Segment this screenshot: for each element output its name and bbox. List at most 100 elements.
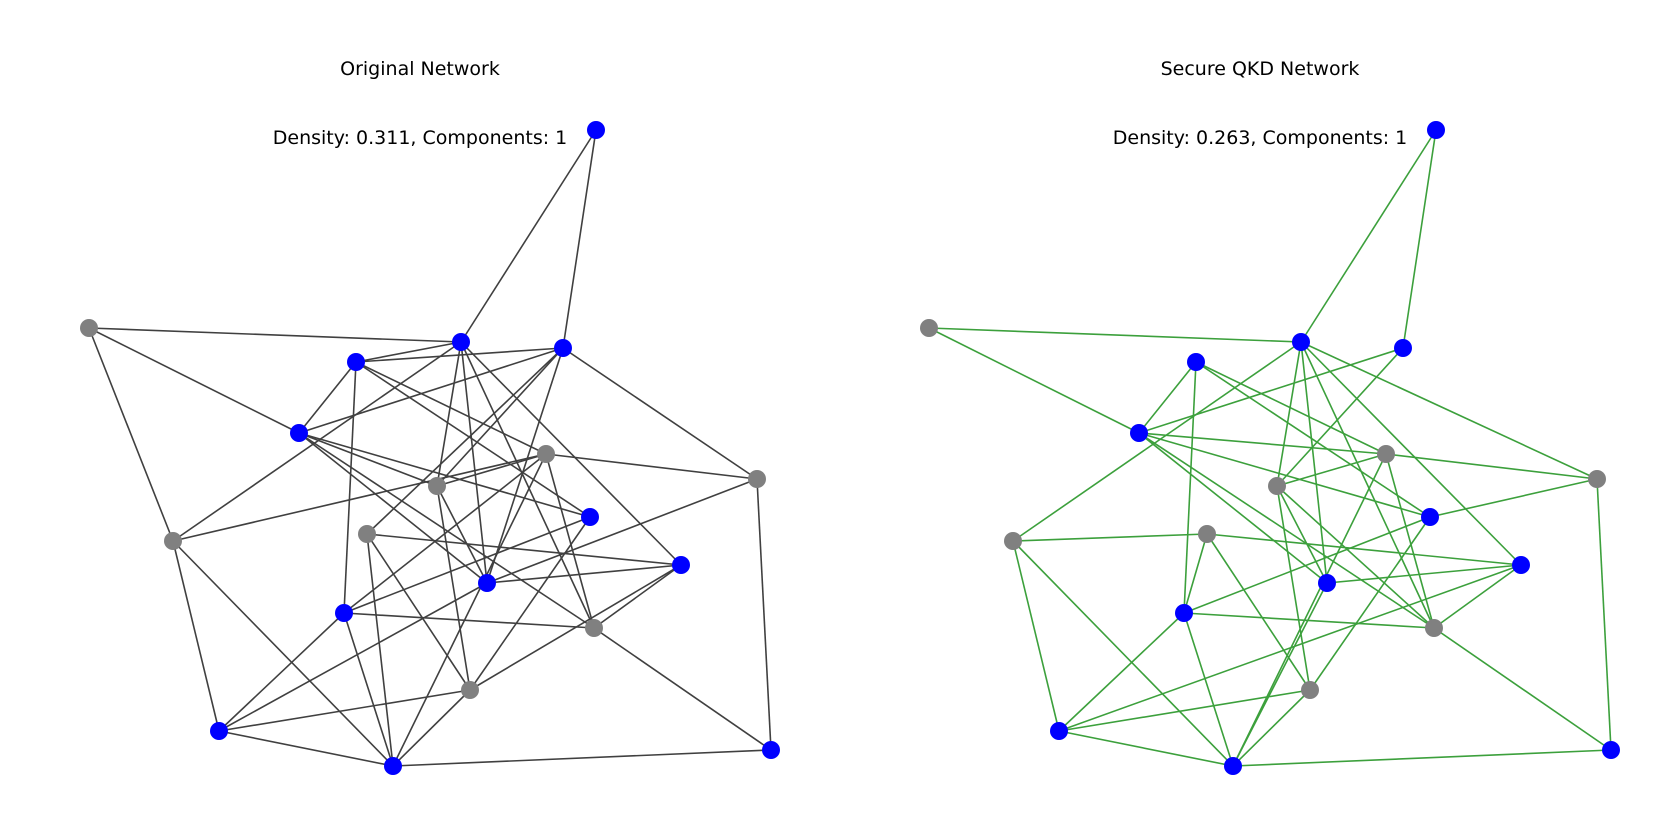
original-node-n7 xyxy=(537,445,555,463)
original-edge-n8-n14 xyxy=(486,478,758,584)
secure-node-n9 xyxy=(1268,477,1286,495)
secure-edge-n1-n4 xyxy=(1402,129,1437,349)
secure-edge-n7-n9 xyxy=(1276,453,1387,487)
original-edge-n4-n9 xyxy=(436,347,564,487)
secure-node-n10 xyxy=(1421,508,1439,526)
original-edge-n17-n18 xyxy=(218,689,471,732)
secure-edge-n11-n17 xyxy=(1206,533,1311,691)
original-node-n10 xyxy=(581,508,599,526)
secure-edge-n5-n15 xyxy=(1183,361,1197,614)
secure-node-n3 xyxy=(1292,333,1310,351)
original-node-n14 xyxy=(478,574,496,592)
secure-nodes xyxy=(920,121,1620,775)
secure-edge-n8-n10 xyxy=(1429,478,1598,518)
original-edge-n9-n17 xyxy=(436,485,471,691)
secure-edge-n17-n20 xyxy=(1232,689,1311,767)
secure-edge-n13-n18 xyxy=(1058,564,1522,732)
original-node-n11 xyxy=(358,525,376,543)
secure-edge-n19-n20 xyxy=(1232,749,1612,767)
secure-edge-n4-n9 xyxy=(1276,347,1404,487)
secure-node-n5 xyxy=(1187,353,1205,371)
original-edge-n10-n15 xyxy=(343,516,591,614)
secure-edge-n14-n20 xyxy=(1232,582,1328,767)
original-edge-n15-n20 xyxy=(343,612,394,767)
secure-edge-n3-n16 xyxy=(1300,341,1435,629)
secure-edge-n7-n20 xyxy=(1232,453,1387,767)
original-node-n16 xyxy=(585,619,603,637)
secure-node-n6 xyxy=(1130,424,1148,442)
original-edge-n14-n18 xyxy=(218,582,488,732)
original-network-title-block: Original Network Density: 0.311, Compone… xyxy=(0,12,840,196)
secure-edge-n13-n14 xyxy=(1326,564,1522,584)
secure-edge-n6-n10 xyxy=(1138,432,1431,518)
original-edge-n7-n20 xyxy=(392,453,547,767)
original-edge-n16-n19 xyxy=(593,627,772,751)
secure-node-n18 xyxy=(1050,722,1068,740)
secure-edge-n9-n16 xyxy=(1276,485,1435,629)
original-edge-n6-n16 xyxy=(298,432,595,629)
secure-qkd-network-graph xyxy=(920,121,1620,775)
secure-edge-n6-n7 xyxy=(1138,432,1387,455)
secure-node-n14 xyxy=(1318,574,1336,592)
secure-edge-n17-n18 xyxy=(1058,689,1311,732)
secure-node-n15 xyxy=(1175,604,1193,622)
original-edge-n7-n9 xyxy=(436,453,547,487)
secure-edge-n10-n17 xyxy=(1309,516,1431,691)
original-edge-n13-n16 xyxy=(593,564,682,629)
original-edge-n2-n12 xyxy=(88,327,174,542)
original-node-n17 xyxy=(461,681,479,699)
original-node-n15 xyxy=(335,604,353,622)
original-edge-n15-n18 xyxy=(218,612,345,732)
secure-edge-n2-n3 xyxy=(928,327,1302,343)
original-node-n9 xyxy=(428,477,446,495)
original-edge-n5-n10 xyxy=(355,361,591,518)
original-edge-n2-n6 xyxy=(88,327,300,434)
secure-edge-n7-n8 xyxy=(1385,453,1598,480)
secure-edge-n3-n14 xyxy=(1300,341,1328,584)
original-edge-n18-n20 xyxy=(218,730,394,767)
secure-node-n19 xyxy=(1602,741,1620,759)
original-node-n1 xyxy=(587,121,605,139)
original-edge-n4-n6 xyxy=(298,347,564,434)
secure-edge-n11-n13 xyxy=(1206,533,1522,566)
original-edge-n3-n13 xyxy=(460,341,682,566)
original-nodes xyxy=(80,121,780,775)
original-edge-n2-n3 xyxy=(88,327,462,343)
original-edge-n13-n14 xyxy=(486,564,682,584)
secure-edge-n11-n15 xyxy=(1183,533,1208,614)
original-edge-n7-n8 xyxy=(545,453,758,480)
original-edge-n3-n14 xyxy=(460,341,488,584)
original-edge-n17-n20 xyxy=(392,689,471,767)
secure-edge-n2-n6 xyxy=(928,327,1140,434)
original-edge-n5-n6 xyxy=(298,361,357,434)
original-edge-n19-n20 xyxy=(392,749,772,767)
original-network-subtitle: Density: 0.311, Components: 1 xyxy=(272,127,568,149)
secure-qkd-network-title-block: Secure QKD Network Density: 0.263, Compo… xyxy=(840,12,1680,196)
original-edge-n7-n12 xyxy=(172,453,547,542)
original-node-n8 xyxy=(748,470,766,488)
original-edge-n6-n14 xyxy=(298,432,488,584)
original-node-n13 xyxy=(672,556,690,574)
secure-edge-n6-n14 xyxy=(1138,432,1328,584)
secure-qkd-network-panel: Secure QKD Network Density: 0.263, Compo… xyxy=(840,0,1680,840)
original-edge-n12-n18 xyxy=(172,540,220,732)
original-edge-n11-n13 xyxy=(366,533,682,566)
secure-edge-n15-n18 xyxy=(1058,612,1185,732)
secure-edge-n4-n6 xyxy=(1138,347,1404,434)
secure-node-n4 xyxy=(1394,339,1412,357)
secure-edge-n15-n16 xyxy=(1183,612,1435,629)
secure-edge-n12-n18 xyxy=(1012,540,1060,732)
original-edge-n1-n4 xyxy=(562,129,597,349)
original-edge-n15-n16 xyxy=(343,612,595,629)
secure-edge-n9-n17 xyxy=(1276,485,1311,691)
original-edge-n8-n19 xyxy=(756,478,772,751)
original-edge-n5-n7 xyxy=(355,361,547,455)
secure-edge-n5-n10 xyxy=(1195,361,1431,518)
secure-node-n8 xyxy=(1588,470,1606,488)
original-network-title: Original Network xyxy=(340,58,500,80)
secure-edge-n3-n9 xyxy=(1276,341,1302,487)
original-edge-n3-n9 xyxy=(436,341,462,487)
original-edge-n6-n9 xyxy=(298,432,438,487)
secure-node-n13 xyxy=(1512,556,1530,574)
original-node-n4 xyxy=(554,339,572,357)
